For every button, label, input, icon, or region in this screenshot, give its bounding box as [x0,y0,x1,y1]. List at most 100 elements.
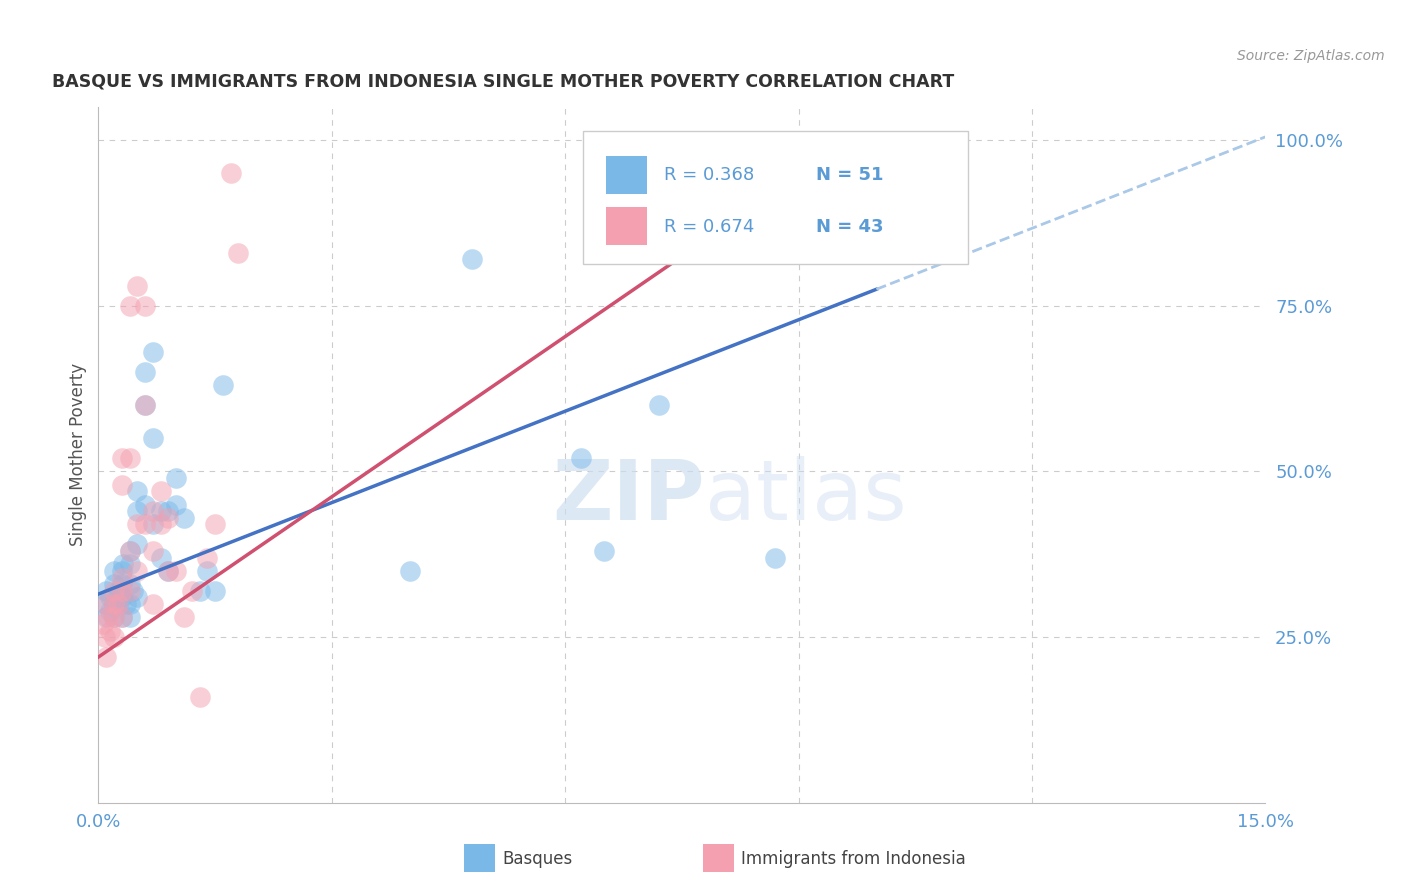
Point [98,591,121,605]
Point [134,498,156,512]
Point [96,650,118,665]
Point [134,299,156,313]
Point [97,610,120,624]
Point [173,511,195,525]
Point [111,564,134,578]
Point [157,511,180,525]
Point [118,451,141,466]
Point [118,610,141,624]
Text: Basques: Basques [502,850,572,868]
Point [103,597,125,611]
Point [103,630,125,644]
Point [103,564,125,578]
Point [114,597,136,611]
Point [398,564,420,578]
Point [111,477,134,491]
Point [149,504,172,518]
Point [127,504,149,518]
Point [149,550,172,565]
Text: N = 51: N = 51 [815,166,883,185]
Point [127,484,149,499]
Point [118,558,141,572]
Point [142,597,165,611]
Point [212,378,235,392]
Point [195,564,218,578]
Point [127,591,149,605]
Point [149,517,172,532]
Point [111,451,134,466]
Text: Immigrants from Indonesia: Immigrants from Indonesia [741,850,966,868]
Point [157,564,180,578]
Point [157,504,180,518]
Text: Source: ZipAtlas.com: Source: ZipAtlas.com [1237,49,1385,63]
Point [127,564,149,578]
Point [188,583,211,598]
Point [103,583,125,598]
Point [647,398,669,412]
Point [142,544,165,558]
Point [111,610,134,624]
Point [165,471,187,485]
Text: R = 0.674: R = 0.674 [665,218,755,235]
Point [103,610,125,624]
Point [127,517,149,532]
Point [173,610,195,624]
Point [111,610,134,624]
Text: atlas: atlas [706,456,907,537]
Point [142,345,165,359]
Point [165,498,187,512]
Point [111,570,134,584]
FancyBboxPatch shape [606,207,647,244]
Point [165,564,187,578]
Point [122,583,145,598]
Point [127,537,149,551]
Point [111,591,134,605]
Text: N = 43: N = 43 [815,218,883,235]
Point [118,299,141,313]
FancyBboxPatch shape [606,156,647,194]
Point [569,451,592,466]
Point [204,517,226,532]
Text: R = 0.368: R = 0.368 [665,166,755,185]
Point [134,398,156,412]
Point [149,484,172,499]
Point [98,604,121,618]
Point [107,597,129,611]
Point [111,577,134,591]
Point [204,583,226,598]
Point [118,544,141,558]
Point [127,279,149,293]
Y-axis label: Single Mother Poverty: Single Mother Poverty [69,363,87,547]
Point [93,630,115,644]
Point [134,365,156,379]
Point [142,504,165,518]
Point [865,166,887,180]
Point [111,583,134,598]
Point [107,597,129,611]
Point [142,431,165,445]
Point [103,597,125,611]
Point [827,219,849,234]
Point [461,252,484,267]
Text: BASQUE VS IMMIGRANTS FROM INDONESIA SINGLE MOTHER POVERTY CORRELATION CHART: BASQUE VS IMMIGRANTS FROM INDONESIA SING… [52,72,955,90]
Point [118,583,141,598]
Point [180,583,202,598]
Point [134,398,156,412]
Point [849,146,872,161]
Point [103,610,125,624]
Point [134,517,156,532]
Point [188,690,211,704]
Point [98,624,121,638]
Point [96,597,118,611]
Point [219,166,242,180]
Point [112,558,135,572]
Point [593,544,616,558]
Point [118,597,141,611]
Point [107,583,129,598]
Point [93,597,115,611]
Point [118,577,141,591]
Point [118,544,141,558]
Text: ZIP: ZIP [553,456,706,537]
Point [228,245,250,260]
Point [103,577,125,591]
